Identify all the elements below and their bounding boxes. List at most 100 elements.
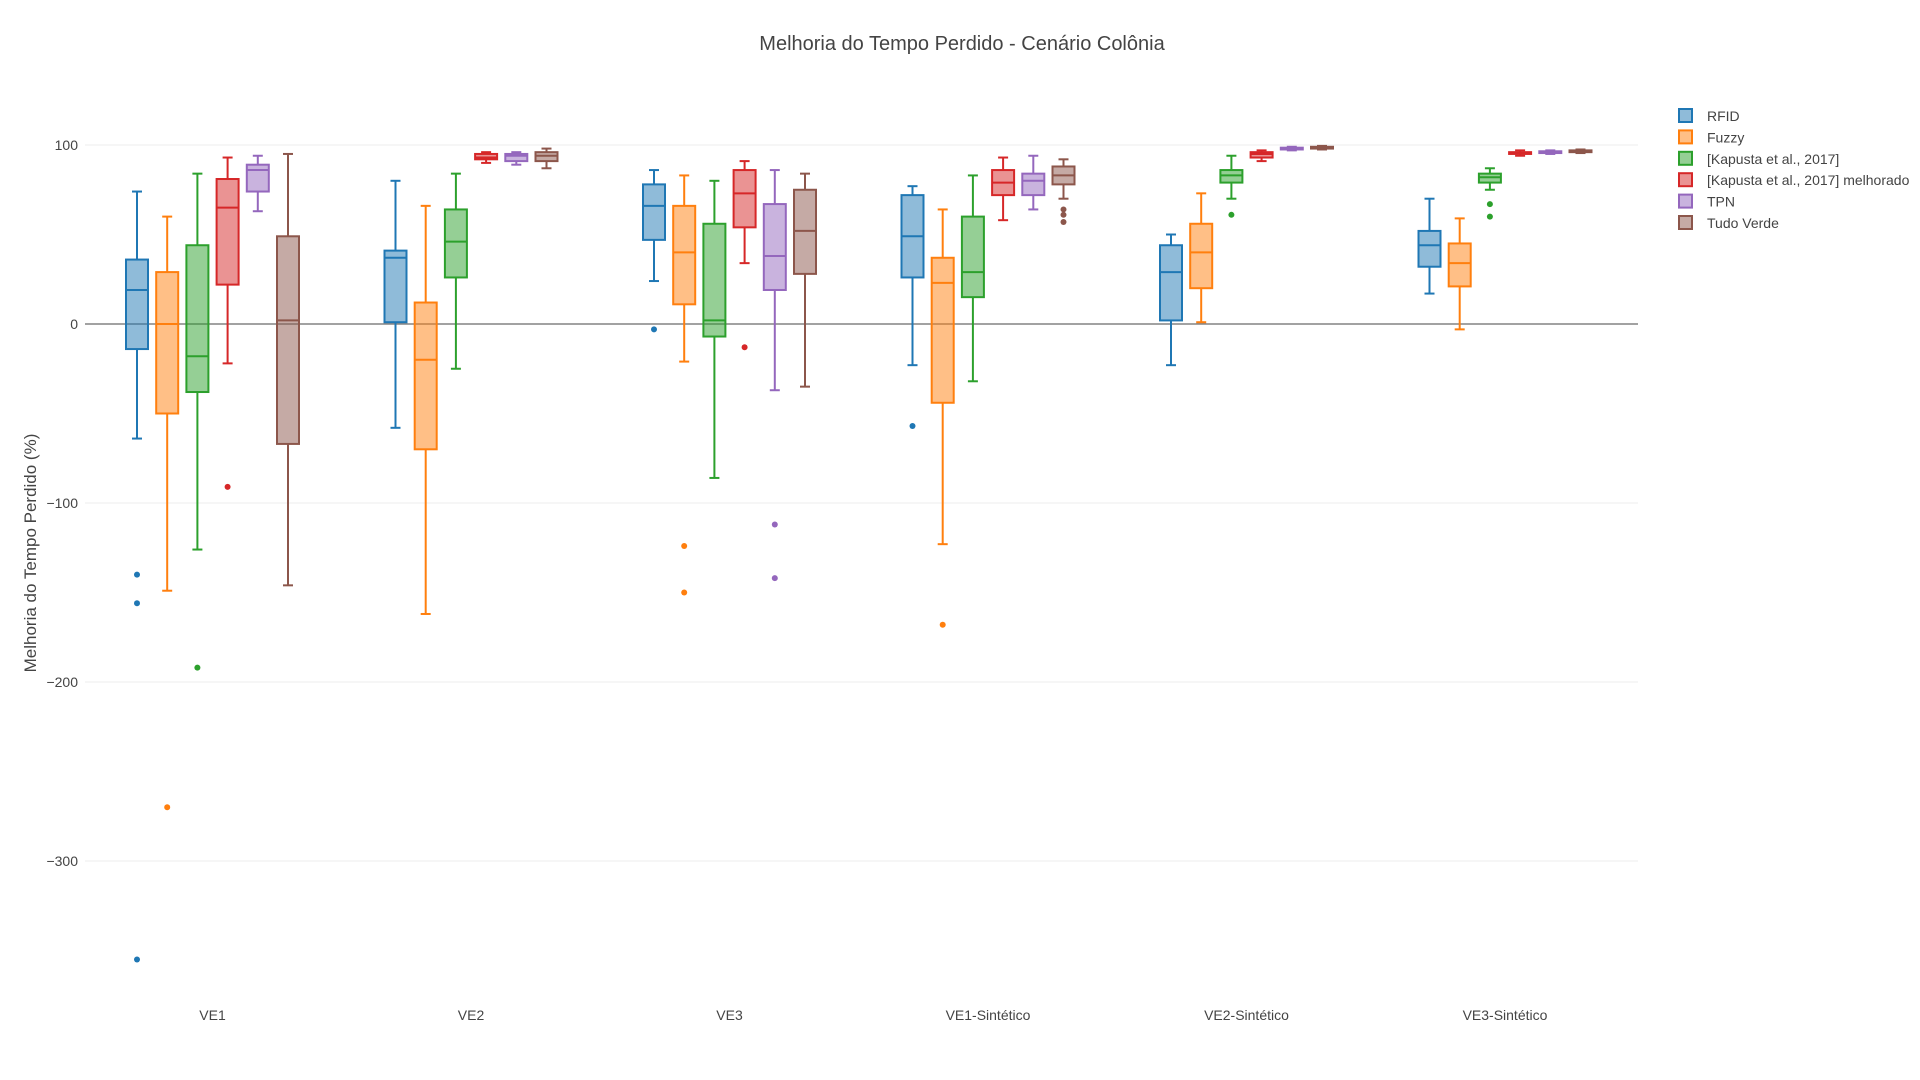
x-tick-label: VE2 [458, 1007, 485, 1023]
legend-label: Tudo Verde [1707, 215, 1779, 231]
box-plot [504, 151, 529, 166]
outlier-point [681, 589, 688, 596]
box-plot [1021, 154, 1046, 211]
box-iqr [960, 215, 985, 299]
box-iqr [672, 204, 697, 306]
y-tick-label: 0 [70, 316, 78, 332]
box-plot [413, 204, 438, 615]
box-plot [1447, 217, 1472, 331]
box-plot [1279, 145, 1304, 152]
legend-swatch [1678, 129, 1693, 145]
box-plot [155, 215, 180, 811]
outlier-point [771, 575, 778, 582]
outlier-point [909, 423, 916, 430]
box-plot [125, 190, 149, 963]
outlier-point [1486, 213, 1493, 220]
box-iqr [443, 208, 468, 279]
box-plot [793, 172, 817, 388]
box-iqr [383, 249, 408, 324]
x-tick-label: VE1-Sintético [946, 1007, 1031, 1023]
box-plot [1249, 149, 1274, 163]
box-plot [732, 160, 757, 351]
box-plot [443, 172, 468, 370]
legend-label: [Kapusta et al., 2017] [1707, 151, 1839, 167]
outlier-point [1486, 201, 1493, 208]
box-iqr [276, 235, 300, 445]
outlier-point [1060, 218, 1067, 225]
outlier-point [134, 571, 140, 578]
chart-title: Melhoria do Tempo Perdido - Cenário Colô… [759, 33, 1165, 55]
box-plot [930, 208, 955, 628]
box-plot [1417, 197, 1442, 295]
box-iqr [504, 152, 529, 163]
box-iqr [1447, 242, 1472, 288]
outlier-point [681, 542, 688, 549]
box-iqr [642, 183, 666, 241]
x-axis-ticks: VE1 VE2 VE3 VE1-Sintético VE2-Sintético VE3-S… [199, 1007, 1547, 1023]
outlier-point [164, 804, 171, 811]
box-plot [185, 172, 210, 671]
legend-swatch [1678, 150, 1693, 166]
legend-label: TPN [1707, 194, 1735, 210]
x-tick-label: VE3-Sintético [1463, 1007, 1548, 1023]
box-plot [1538, 149, 1563, 155]
outlier-point [1228, 211, 1235, 218]
plot-area [125, 144, 1593, 963]
box-iqr [155, 271, 180, 415]
y-tick-label: −300 [46, 853, 78, 869]
box-iqr [215, 178, 240, 286]
box-plot [762, 169, 787, 582]
y-tick-label: −200 [46, 674, 78, 690]
box-plot [474, 151, 499, 164]
box-plot [1189, 192, 1214, 324]
box-iqr [185, 244, 210, 394]
y-axis-label: Melhoria do Tempo Perdido (%) [21, 434, 40, 673]
box-iqr [1417, 229, 1442, 268]
box-plot [276, 152, 300, 587]
outlier-point [741, 344, 748, 351]
box-plot [1477, 167, 1502, 220]
box-plot [1159, 233, 1183, 367]
box-plot [900, 185, 925, 430]
y-axis-ticks: 100 0 −100 −200 −300 [46, 137, 78, 869]
y-tick-label: −100 [46, 495, 78, 511]
legend-swatch [1678, 215, 1693, 230]
box-plot [383, 179, 408, 429]
box-plot [672, 174, 697, 596]
box-plot [702, 179, 727, 479]
outlier-point [651, 326, 657, 333]
box-plot [1219, 154, 1244, 218]
y-tick-label: 100 [55, 137, 79, 153]
outlier-point [194, 664, 201, 671]
box-plot [534, 147, 559, 170]
box-plot [215, 156, 240, 490]
box-plot [991, 156, 1016, 222]
box-plot [1568, 148, 1593, 155]
box-iqr [732, 169, 757, 229]
box-iqr [930, 256, 955, 404]
outlier-point [224, 483, 231, 490]
legend: RFID Fuzzy [Kapusta et al., 2017] [Kapusta … [1678, 108, 1910, 231]
legend-label: [Kapusta et al., 2017] melhorado [1707, 172, 1910, 188]
outlier-point [1060, 211, 1067, 218]
box-iqr [1159, 244, 1183, 322]
x-tick-label: VE1 [199, 1007, 226, 1023]
outlier-point [134, 600, 140, 607]
box-iqr [125, 258, 149, 351]
box-plot [245, 154, 270, 213]
box-plot [960, 174, 985, 383]
legend-swatch [1678, 108, 1693, 123]
box-iqr [702, 222, 727, 338]
box-iqr [413, 301, 438, 451]
legend-swatch [1678, 172, 1693, 188]
outlier-point [771, 521, 778, 528]
box-iqr [245, 163, 270, 193]
outlier-point [939, 621, 946, 628]
outlier-point [134, 956, 140, 963]
box-plot [1508, 149, 1533, 157]
box-plot [1310, 144, 1334, 151]
box-plot [1051, 158, 1076, 225]
box-iqr [762, 203, 787, 291]
legend-label: Fuzzy [1707, 129, 1744, 145]
